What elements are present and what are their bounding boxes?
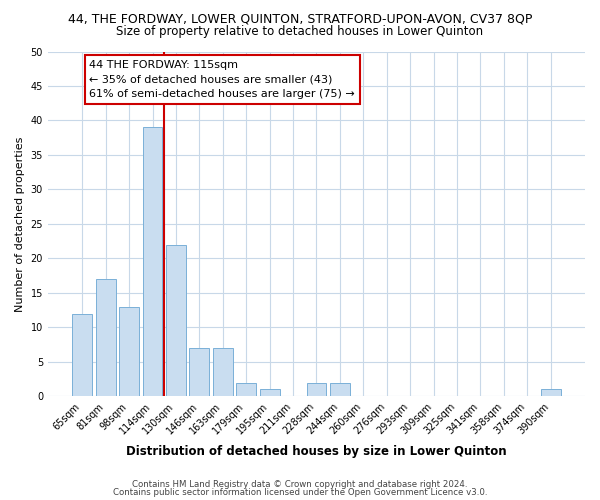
X-axis label: Distribution of detached houses by size in Lower Quinton: Distribution of detached houses by size … xyxy=(126,444,507,458)
Text: Size of property relative to detached houses in Lower Quinton: Size of property relative to detached ho… xyxy=(116,25,484,38)
Bar xyxy=(307,382,326,396)
Bar xyxy=(119,306,139,396)
Text: Contains public sector information licensed under the Open Government Licence v3: Contains public sector information licen… xyxy=(113,488,487,497)
Bar xyxy=(166,244,186,396)
Bar xyxy=(330,382,350,396)
Bar xyxy=(96,279,116,396)
Y-axis label: Number of detached properties: Number of detached properties xyxy=(15,136,25,312)
Bar xyxy=(541,390,560,396)
Text: 44, THE FORDWAY, LOWER QUINTON, STRATFORD-UPON-AVON, CV37 8QP: 44, THE FORDWAY, LOWER QUINTON, STRATFOR… xyxy=(68,12,532,26)
Bar xyxy=(73,314,92,396)
Bar xyxy=(213,348,233,397)
Text: 44 THE FORDWAY: 115sqm
← 35% of detached houses are smaller (43)
61% of semi-det: 44 THE FORDWAY: 115sqm ← 35% of detached… xyxy=(89,60,355,100)
Bar xyxy=(260,390,280,396)
Bar xyxy=(190,348,209,397)
Bar xyxy=(143,128,163,396)
Bar xyxy=(236,382,256,396)
Text: Contains HM Land Registry data © Crown copyright and database right 2024.: Contains HM Land Registry data © Crown c… xyxy=(132,480,468,489)
